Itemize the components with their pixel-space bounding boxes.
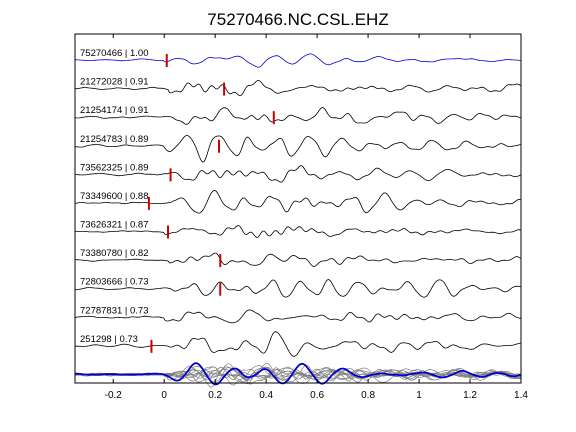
trace-label: 73626321 | 0.87 <box>80 220 149 231</box>
trace-row: 73349600 | 0.88 <box>74 189 521 214</box>
trace-row: 251298 | 0.73 <box>74 331 521 357</box>
trace-label: 251298 | 0.73 <box>80 334 138 345</box>
trace-line <box>74 331 521 357</box>
trace-label: 72803666 | 0.73 <box>80 277 149 288</box>
trace-row: 21254174 | 0.91 <box>74 105 521 125</box>
trace-line <box>74 224 521 238</box>
trace-row: 75270466 | 1.00 <box>74 48 521 68</box>
trace-line <box>74 135 521 163</box>
trace-line <box>74 279 521 298</box>
trace-label: 75270466 | 1.00 <box>80 48 149 59</box>
trace-label: 21272028 | 0.91 <box>80 77 149 88</box>
stack-mean-trace <box>75 362 521 386</box>
trace-group: 75270466 | 1.00 21272028 | 0.91 21254174 |… <box>74 48 521 357</box>
trace-row: 73562325 | 0.89 <box>75 162 521 183</box>
trace-label: 73380780 | 0.82 <box>80 248 149 259</box>
trace-row: 73626321 | 0.87 <box>74 220 521 239</box>
x-tick-label: 1.4 <box>514 390 528 401</box>
x-tick-label: 0.2 <box>208 390 222 401</box>
trace-line <box>74 53 521 68</box>
x-tick-label: 0.4 <box>259 390 273 401</box>
trace-line <box>74 309 521 324</box>
x-tick-label: 0.8 <box>361 390 375 401</box>
trace-label: 73349600 | 0.88 <box>80 191 149 202</box>
trace-label: 21254783 | 0.89 <box>80 134 149 145</box>
axes: -0.2 0 0.2 0.4 0.6 0.8 1 1.2 1.4 <box>74 33 528 401</box>
trace-row: 21254783 | 0.89 <box>74 134 521 163</box>
trace-label: 73562325 | 0.89 <box>80 162 149 173</box>
trace-line <box>74 107 521 125</box>
trace-line <box>75 252 521 267</box>
x-tick-label: 1.2 <box>463 390 477 401</box>
trace-row: 73380780 | 0.82 <box>75 248 521 268</box>
trace-label: 72787831 | 0.73 <box>80 305 149 316</box>
plot-frame <box>74 33 522 384</box>
trace-label: 21254174 | 0.91 <box>80 105 149 116</box>
x-tick-label: 0 <box>161 390 167 401</box>
x-tick-label: -0.2 <box>105 390 123 401</box>
trace-row: 72803666 | 0.73 <box>74 277 521 298</box>
stack-group <box>74 362 521 388</box>
trace-line <box>74 79 521 97</box>
x-tick-label: 0.6 <box>310 390 324 401</box>
trace-row: 21272028 | 0.91 <box>74 77 521 97</box>
trace-row: 72787831 | 0.73 <box>74 305 521 324</box>
trace-line <box>75 165 521 183</box>
x-tick-label: 1 <box>416 390 422 401</box>
chart-title: 75270466.NC.CSL.EHZ <box>207 10 388 29</box>
